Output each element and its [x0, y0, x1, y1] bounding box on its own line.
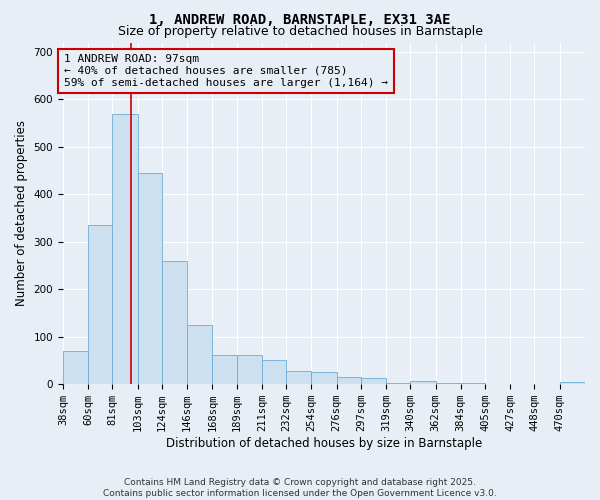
Text: 1 ANDREW ROAD: 97sqm
← 40% of detached houses are smaller (785)
59% of semi-deta: 1 ANDREW ROAD: 97sqm ← 40% of detached h… [64, 54, 388, 88]
Bar [560, 382, 585, 384]
Text: Contains HM Land Registry data © Crown copyright and database right 2025.
Contai: Contains HM Land Registry data © Crown c… [103, 478, 497, 498]
Bar [187, 325, 212, 384]
Y-axis label: Number of detached properties: Number of detached properties [15, 120, 28, 306]
Bar [311, 372, 337, 384]
Bar [386, 383, 410, 384]
Bar [112, 114, 137, 384]
Text: Size of property relative to detached houses in Barnstaple: Size of property relative to detached ho… [118, 25, 482, 38]
Bar [63, 351, 88, 384]
Bar [337, 377, 361, 384]
Bar [436, 383, 461, 384]
Bar [162, 261, 187, 384]
Bar [410, 381, 436, 384]
Text: 1, ANDREW ROAD, BARNSTAPLE, EX31 3AE: 1, ANDREW ROAD, BARNSTAPLE, EX31 3AE [149, 12, 451, 26]
Bar [361, 378, 386, 384]
Bar [88, 225, 112, 384]
Bar [286, 372, 311, 384]
Bar [262, 360, 286, 384]
X-axis label: Distribution of detached houses by size in Barnstaple: Distribution of detached houses by size … [166, 437, 482, 450]
Bar [236, 355, 262, 384]
Bar [137, 173, 162, 384]
Bar [212, 355, 236, 384]
